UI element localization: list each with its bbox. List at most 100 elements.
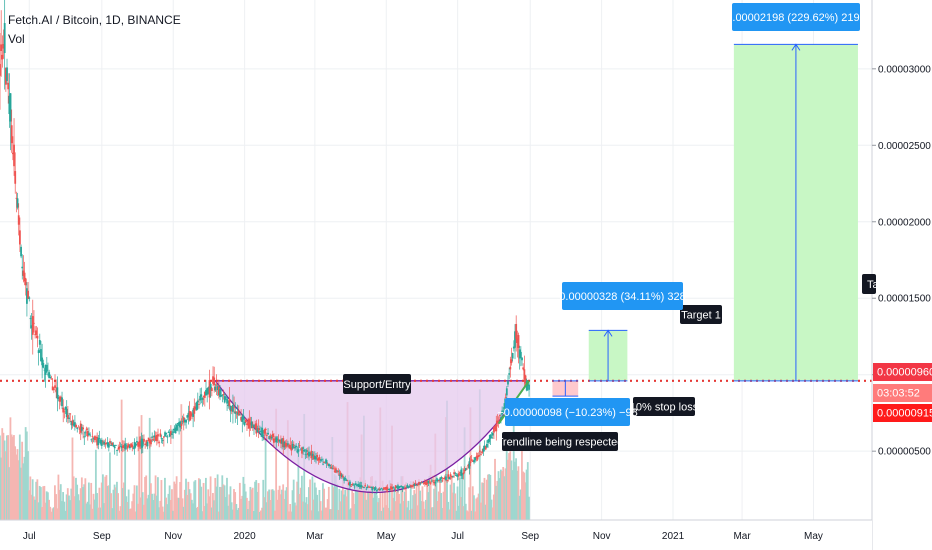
y-tick-label: 0.00002500	[878, 141, 931, 152]
candle-body	[361, 486, 364, 488]
candle-body	[210, 388, 213, 392]
candle-body	[79, 423, 82, 433]
candle-body	[484, 446, 487, 450]
volume-bar	[411, 508, 413, 520]
volume-bar	[375, 495, 378, 520]
candle-body	[179, 421, 182, 428]
volume-bar	[252, 510, 255, 520]
candle-body	[109, 440, 111, 444]
volume-bar	[348, 509, 351, 520]
candle-body	[332, 468, 335, 470]
volume-bar	[275, 408, 278, 520]
volume-bar	[395, 491, 398, 520]
volume-bar	[64, 510, 67, 520]
volume-bar	[257, 483, 260, 520]
volume-bar	[353, 504, 356, 520]
candle-body	[431, 480, 433, 482]
candle-body	[157, 434, 159, 437]
volume-bar	[426, 480, 429, 520]
candle-body	[59, 396, 62, 401]
candle-body	[4, 67, 7, 85]
candle-body	[117, 448, 120, 450]
candle-body	[17, 215, 20, 225]
volume-bar	[117, 493, 120, 520]
candle-body	[11, 152, 14, 155]
volume-bar	[22, 463, 25, 520]
volume-bar	[338, 488, 341, 520]
candle-body	[508, 373, 511, 375]
candle-body	[395, 486, 398, 488]
candle-body	[42, 362, 45, 368]
candle-body	[99, 439, 102, 444]
candle-body	[200, 394, 203, 397]
candle-body	[72, 423, 75, 426]
candle-body	[480, 454, 482, 456]
candle-body	[249, 422, 252, 426]
candle-body	[257, 428, 260, 431]
volume-bar	[128, 508, 131, 520]
volume-bar	[132, 493, 135, 520]
volume-bar	[449, 484, 452, 520]
candle-body	[267, 432, 269, 435]
candle-body	[345, 479, 348, 481]
candle-body	[388, 489, 391, 490]
volume-bar	[430, 507, 433, 520]
volume-bar	[291, 490, 294, 520]
volume-bar	[142, 504, 145, 520]
volume-bar	[202, 482, 205, 520]
candle-body	[213, 377, 216, 386]
volume-bar	[460, 497, 462, 520]
candle-body	[271, 434, 274, 438]
candle-body	[178, 422, 180, 426]
volume-bar	[192, 503, 194, 520]
candle-body	[363, 487, 365, 488]
volume-bar	[196, 506, 199, 520]
volume-bar	[125, 496, 128, 520]
symbol-title[interactable]: Fetch.AI / Bitcoin, 1D, BINANCE	[8, 13, 181, 27]
volume-bar	[316, 494, 318, 520]
volume-indicator-label[interactable]: Vol	[8, 32, 25, 46]
volume-bar	[514, 461, 516, 520]
candle-body	[308, 451, 310, 457]
candle-body	[277, 439, 280, 442]
candle-body	[221, 394, 224, 396]
volume-bar	[462, 506, 465, 520]
volume-bar	[32, 496, 35, 520]
candle-body	[272, 438, 275, 443]
volume-bar	[384, 489, 386, 520]
candle-body	[297, 449, 300, 452]
volume-bar	[499, 469, 502, 520]
y-tick-label: 0.00001500	[878, 294, 931, 305]
volume-bar	[0, 457, 2, 520]
candle-body	[172, 431, 175, 433]
volume-bar	[149, 483, 152, 520]
volume-bar	[112, 489, 115, 520]
candle-body	[460, 469, 463, 476]
candle-body	[127, 444, 130, 448]
annotation-labels[interactable]: Support/Entry Target 1 10% stop loss Trendl…	[343, 3, 932, 451]
candle-body	[295, 445, 298, 448]
candle-body	[450, 476, 453, 478]
candle-body	[408, 486, 411, 487]
volume-bar	[124, 442, 127, 520]
volume-bar	[134, 511, 137, 520]
volume-bar	[351, 489, 354, 520]
volume-bar	[175, 476, 178, 520]
volume-bar	[158, 507, 160, 520]
candle-body	[49, 376, 52, 379]
volume-bar	[69, 500, 72, 520]
volume-bar	[407, 500, 410, 520]
volume-bar	[59, 484, 62, 520]
volume-bar	[337, 509, 340, 520]
candle-body	[263, 429, 266, 434]
volume-bar	[10, 434, 13, 520]
volume-bar	[234, 492, 237, 520]
volume-bar	[11, 436, 14, 520]
candle-body	[521, 357, 523, 361]
candle-body	[195, 402, 198, 411]
drawings-over[interactable]	[0, 43, 872, 425]
volume-bar	[190, 499, 193, 520]
candle-body	[237, 410, 240, 416]
candle-body	[133, 441, 136, 449]
